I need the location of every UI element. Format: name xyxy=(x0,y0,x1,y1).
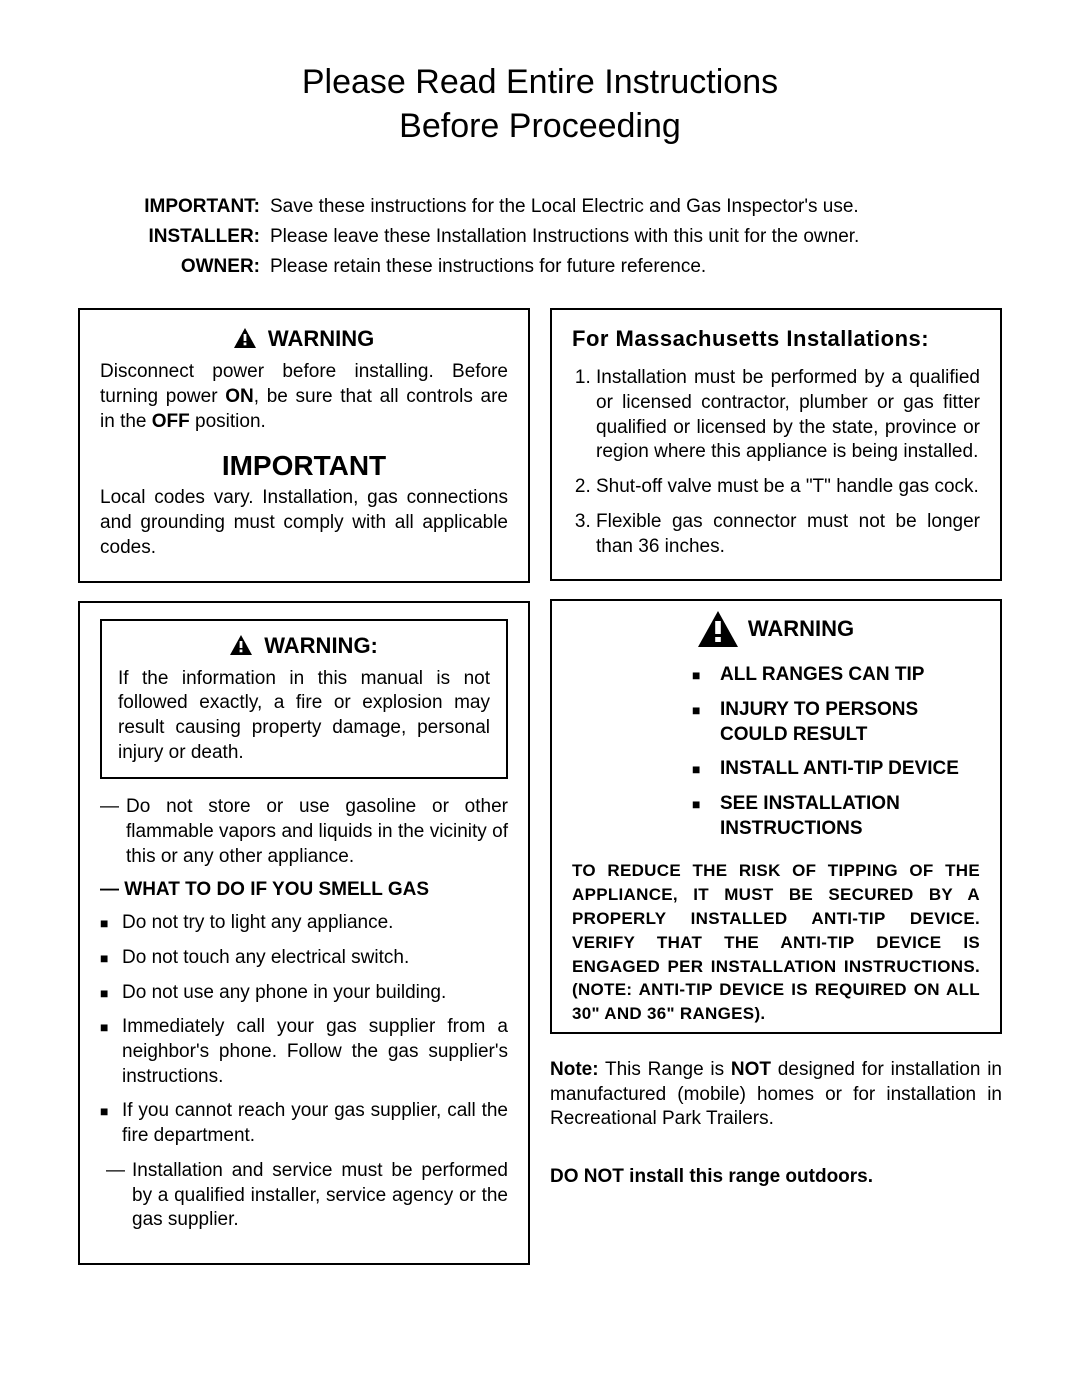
dash-bullet: — xyxy=(106,1159,132,1233)
warning-triangle-icon xyxy=(234,328,256,348)
inner-warning-box: WARNING: If the information in this manu… xyxy=(100,619,508,780)
dash-list-item: — Installation and service must be perfo… xyxy=(100,1159,508,1233)
square-bullet-icon: ■ xyxy=(692,792,720,841)
square-list-item: ■ Immediately call your gas supplier fro… xyxy=(100,1015,508,1089)
massachusetts-box: For Massachusetts Installations: Install… xyxy=(550,308,1002,581)
numbered-list: Installation must be performed by a qual… xyxy=(572,366,980,559)
dash-text: Do not store or use gasoline or other fl… xyxy=(126,795,508,869)
list-text: Do not try to light any appliance. xyxy=(122,911,508,936)
important-paragraph: Local codes vary. Installation, gas conn… xyxy=(100,486,508,560)
document-page: Please Read Entire Instructions Before P… xyxy=(0,0,1080,1385)
title-line-1: Please Read Entire Instructions xyxy=(302,63,778,101)
main-title: Please Read Entire Instructions Before P… xyxy=(78,60,1002,148)
list-text: If you cannot reach your gas supplier, c… xyxy=(122,1099,508,1148)
warning-heading: WARNING xyxy=(572,611,980,647)
warning-heading: WARNING xyxy=(100,326,508,352)
square-list-item: ■ Do not touch any electrical switch. xyxy=(100,946,508,971)
square-bullet-icon: ■ xyxy=(100,981,122,1006)
warning-paragraph: Disconnect power before installing. Befo… xyxy=(100,360,508,434)
tip-text: INJURY TO PERSONS COULD RESULT xyxy=(720,698,980,747)
tip-text: SEE INSTALLATION INSTRUCTIONS xyxy=(720,792,980,841)
tip-text: INSTALL ANTI-TIP DEVICE xyxy=(720,757,980,782)
square-list-item: ■ Do not use any phone in your building. xyxy=(100,981,508,1006)
square-list-item: ■ Do not try to light any appliance. xyxy=(100,911,508,936)
intro-label-installer: INSTALLER: xyxy=(130,226,270,248)
tip-list-item: ■ INJURY TO PERSONS COULD RESULT xyxy=(692,698,980,747)
text-fragment: This Range is xyxy=(599,1059,731,1080)
text-bold-on: ON xyxy=(225,386,254,407)
intro-row: INSTALLER: Please leave these Installati… xyxy=(130,226,950,248)
intro-text: Please leave these Installation Instruct… xyxy=(270,226,950,248)
tip-list-item: ■ SEE INSTALLATION INSTRUCTIONS xyxy=(692,792,980,841)
square-bullet-icon: ■ xyxy=(100,911,122,936)
list-text: Do not use any phone in your building. xyxy=(122,981,508,1006)
title-line-2: Before Proceeding xyxy=(399,107,681,145)
smell-gas-heading: — WHAT TO DO IF YOU SMELL GAS xyxy=(100,879,508,901)
dash-text: Installation and service must be perform… xyxy=(132,1159,508,1233)
square-bullet-icon: ■ xyxy=(692,663,720,688)
square-bullet-icon: ■ xyxy=(692,757,720,782)
important-heading: IMPORTANT xyxy=(100,450,508,482)
warning-label: WARNING xyxy=(748,616,854,642)
intro-label-important: IMPORTANT: xyxy=(130,196,270,218)
list-item: Shut-off valve must be a "T" handle gas … xyxy=(596,475,980,500)
list-item: Installation must be performed by a qual… xyxy=(596,366,980,465)
list-text: Do not touch any electrical switch. xyxy=(122,946,508,971)
note-paragraph: Note: This Range is NOT designed for ins… xyxy=(550,1058,1002,1132)
intro-row: OWNER: Please retain these instructions … xyxy=(130,256,950,278)
dash-list-item: — Do not store or use gasoline or other … xyxy=(100,795,508,869)
list-item: Flexible gas connector must not be longe… xyxy=(596,510,980,559)
intro-text: Please retain these instructions for fut… xyxy=(270,256,950,278)
warning-triangle-icon xyxy=(698,611,738,647)
tip-list-item: ■ INSTALL ANTI-TIP DEVICE xyxy=(692,757,980,782)
massachusetts-heading: For Massachusetts Installations: xyxy=(572,326,980,352)
left-column: WARNING Disconnect power before installi… xyxy=(78,308,530,1265)
tip-text: ALL RANGES CAN TIP xyxy=(720,663,980,688)
warning-label: WARNING: xyxy=(264,633,378,658)
text-fragment: position. xyxy=(190,411,266,432)
intro-label-owner: OWNER: xyxy=(130,256,270,278)
list-text: Immediately call your gas supplier from … xyxy=(122,1015,508,1089)
gas-warning-box: WARNING: If the information in this manu… xyxy=(78,601,530,1265)
tip-bullet-list: ■ ALL RANGES CAN TIP ■ INJURY TO PERSONS… xyxy=(572,663,980,841)
outdoor-warning: DO NOT install this range outdoors. xyxy=(550,1166,1002,1188)
warning-label: WARNING xyxy=(268,326,374,351)
warning-heading: WARNING: xyxy=(118,633,490,659)
intro-row: IMPORTANT: Save these instructions for t… xyxy=(130,196,950,218)
anti-tip-warning-box: WARNING ■ ALL RANGES CAN TIP ■ INJURY TO… xyxy=(550,599,1002,1034)
intro-text: Save these instructions for the Local El… xyxy=(270,196,950,218)
dash-bullet: — xyxy=(100,795,126,869)
text-bold-off: OFF xyxy=(152,411,190,432)
text-bold-not: NOT xyxy=(731,1059,771,1080)
anti-tip-paragraph: TO REDUCE THE RISK OF TIPPING OF THE APP… xyxy=(572,859,980,1026)
square-bullet-icon: ■ xyxy=(100,1015,122,1089)
square-bullet-icon: ■ xyxy=(100,946,122,971)
inner-warning-paragraph: If the information in this manual is not… xyxy=(118,667,490,766)
note-label: Note: xyxy=(550,1059,599,1080)
square-bullet-icon: ■ xyxy=(100,1099,122,1148)
square-list-item: ■ If you cannot reach your gas supplier,… xyxy=(100,1099,508,1148)
two-column-layout: WARNING Disconnect power before installi… xyxy=(78,308,1002,1265)
square-bullet-icon: ■ xyxy=(692,698,720,747)
tip-list-item: ■ ALL RANGES CAN TIP xyxy=(692,663,980,688)
right-column: For Massachusetts Installations: Install… xyxy=(550,308,1002,1265)
warning-triangle-icon xyxy=(230,635,252,655)
intro-table: IMPORTANT: Save these instructions for t… xyxy=(130,196,950,278)
warning-important-box: WARNING Disconnect power before installi… xyxy=(78,308,530,582)
